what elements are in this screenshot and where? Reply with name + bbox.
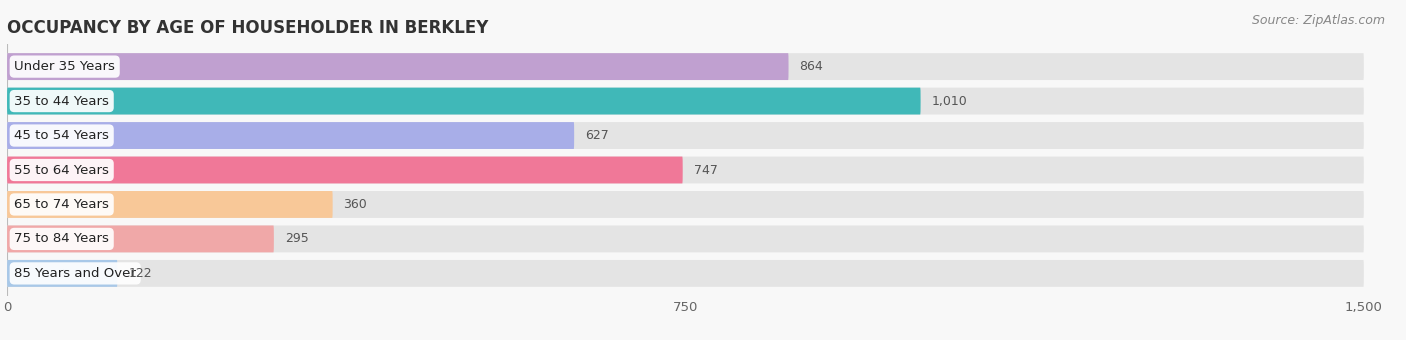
FancyBboxPatch shape — [7, 260, 1364, 287]
FancyBboxPatch shape — [7, 53, 1364, 80]
Text: Source: ZipAtlas.com: Source: ZipAtlas.com — [1251, 14, 1385, 27]
FancyBboxPatch shape — [7, 122, 1364, 149]
FancyBboxPatch shape — [7, 88, 921, 115]
FancyBboxPatch shape — [7, 53, 789, 80]
FancyBboxPatch shape — [7, 156, 683, 184]
FancyBboxPatch shape — [7, 225, 274, 252]
FancyBboxPatch shape — [7, 260, 117, 287]
FancyBboxPatch shape — [7, 191, 1364, 218]
Text: 747: 747 — [693, 164, 717, 176]
FancyBboxPatch shape — [7, 225, 1364, 252]
Text: 360: 360 — [343, 198, 367, 211]
Text: 35 to 44 Years: 35 to 44 Years — [14, 95, 110, 107]
FancyBboxPatch shape — [7, 122, 574, 149]
FancyBboxPatch shape — [7, 191, 333, 218]
FancyBboxPatch shape — [7, 156, 1364, 184]
FancyBboxPatch shape — [7, 88, 1364, 115]
Text: 65 to 74 Years: 65 to 74 Years — [14, 198, 110, 211]
Text: 864: 864 — [800, 60, 823, 73]
Text: 75 to 84 Years: 75 to 84 Years — [14, 233, 110, 245]
Text: 295: 295 — [285, 233, 308, 245]
Text: 55 to 64 Years: 55 to 64 Years — [14, 164, 110, 176]
Text: 627: 627 — [585, 129, 609, 142]
Text: Under 35 Years: Under 35 Years — [14, 60, 115, 73]
Text: 1,010: 1,010 — [931, 95, 967, 107]
Text: 122: 122 — [128, 267, 152, 280]
Text: 45 to 54 Years: 45 to 54 Years — [14, 129, 110, 142]
Text: 85 Years and Over: 85 Years and Over — [14, 267, 136, 280]
Text: OCCUPANCY BY AGE OF HOUSEHOLDER IN BERKLEY: OCCUPANCY BY AGE OF HOUSEHOLDER IN BERKL… — [7, 19, 488, 37]
